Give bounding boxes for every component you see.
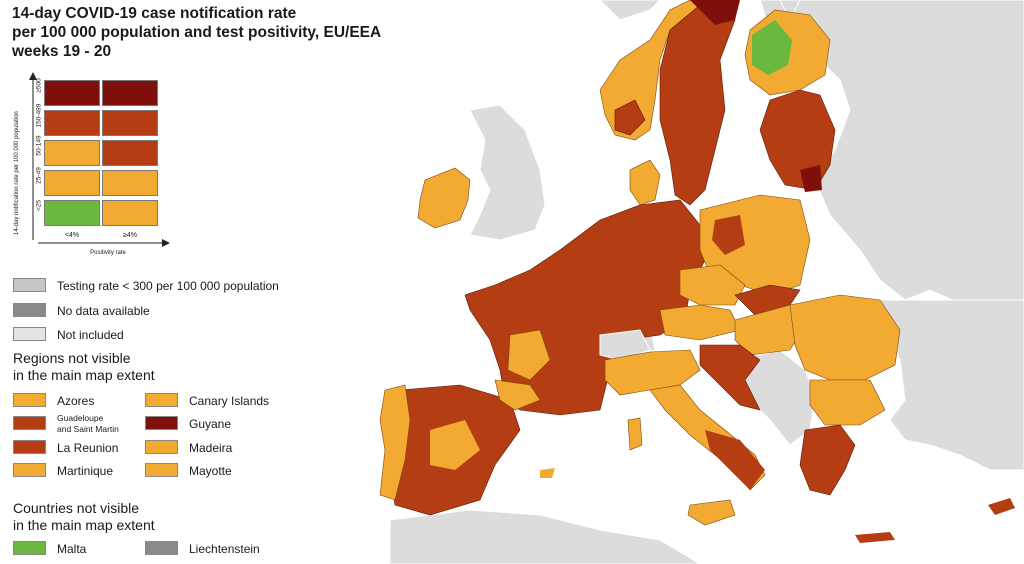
map-title: 14-day COVID-19 case notification rate p…: [12, 4, 432, 61]
matrix-cell: [44, 110, 100, 136]
matrix-cell: [102, 170, 158, 196]
region-crete: [855, 532, 895, 543]
region-label-martinique: Martinique: [57, 464, 114, 478]
region-baltics: [759, 89, 836, 191]
not-included-label: Not included: [57, 328, 124, 342]
region-france-orange: [507, 329, 551, 381]
region-finland-green: [752, 20, 792, 75]
legend-matrix: 14-day notification rate per 100 000 pop…: [10, 72, 180, 268]
regions-header-2: in the main map extent: [13, 367, 155, 383]
region-swatch-guadeloupe: [13, 416, 46, 430]
region-label-guadeloupe-2: and Saint Martin: [57, 424, 119, 434]
testing-rate-label: Testing rate < 300 per 100 000 populatio…: [57, 279, 279, 293]
region-greece: [799, 424, 856, 496]
row-label-3: 25-49: [35, 167, 43, 184]
region-portugal: [379, 384, 411, 501]
region-label-guyane: Guyane: [189, 417, 232, 431]
region-swatch-canary: [145, 393, 178, 407]
no-data-swatch: [13, 303, 46, 317]
region-sardinia: [627, 417, 643, 451]
region-denmark: [629, 159, 661, 206]
region-poland-red: [712, 215, 745, 255]
region-swatch-guyane: [145, 416, 178, 430]
region-sicily: [687, 499, 736, 526]
matrix-cell: [102, 140, 158, 166]
matrix-cell: [44, 170, 100, 196]
region-catalonia: [494, 379, 541, 411]
col-label-1: ≥4%: [123, 232, 137, 239]
region-label-madeira: Madeira: [189, 441, 233, 455]
region-label-canary: Canary Islands: [189, 394, 270, 408]
col-label-0: <4%: [64, 232, 80, 239]
countries-header-2: in the main map extent: [13, 517, 155, 533]
region-italy-south-red: [705, 430, 765, 490]
x-axis-arrow: [38, 239, 170, 247]
region-label-azores: Azores: [57, 394, 95, 408]
region-swatch-mayotte: [145, 463, 178, 477]
country-label-malta: Malta: [57, 542, 87, 556]
row-label-4: <25: [35, 199, 43, 212]
region-spain-orange: [430, 420, 480, 470]
country-swatch-malta: [13, 541, 46, 555]
region-sweden-north: [690, 0, 740, 25]
row-label-2: 50-149: [35, 135, 43, 156]
region-ireland: [417, 167, 471, 229]
region-lithuania-dark: [800, 165, 822, 192]
region-cyprus: [988, 498, 1015, 515]
matrix-cell: [44, 200, 100, 226]
region-norway-red: [614, 99, 646, 136]
matrix-cell: [44, 140, 100, 166]
matrix-y-label: 14-day notification rate per 100 000 pop…: [14, 111, 20, 235]
title-line-1: 14-day COVID-19 case notification rate: [12, 5, 297, 22]
region-label-guadeloupe-1: Guadeloupe: [57, 413, 104, 423]
row-label-1: 150-499: [35, 103, 43, 128]
row-label-0: ≥500: [35, 78, 43, 93]
title-line-3: weeks 19 - 20: [12, 43, 112, 60]
matrix-cell: [102, 80, 158, 106]
matrix-x-label: Positivity rate: [90, 250, 126, 256]
region-swatch-martinique: [13, 463, 46, 477]
region-label-mayotte: Mayotte: [189, 464, 232, 478]
region-slovakia: [734, 284, 801, 316]
testing-rate-swatch: [13, 278, 46, 292]
region-swatch-reunion: [13, 440, 46, 454]
no-data-label: No data available: [57, 304, 150, 318]
matrix-cell: [102, 200, 158, 226]
regions-header-1: Regions not visible: [13, 350, 131, 366]
title-line-2: per 100 000 population and test positivi…: [12, 24, 382, 41]
not-included-swatch: [13, 327, 46, 341]
matrix-cell: [102, 110, 158, 136]
region-bulgaria: [809, 379, 886, 426]
region-swatch-madeira: [145, 440, 178, 454]
y-axis-arrow: [29, 72, 37, 240]
countries-header-1: Countries not visible: [13, 500, 140, 516]
region-romania: [789, 294, 901, 381]
matrix-cell: [44, 80, 100, 106]
region-label-reunion: La Reunion: [57, 441, 119, 455]
country-swatch-liechtenstein: [145, 541, 178, 555]
region-croatia: [699, 344, 761, 411]
region-czech: [679, 264, 746, 306]
region-balearic: [540, 468, 555, 478]
country-label-liechtenstein: Liechtenstein: [189, 542, 260, 556]
region-swatch-azores: [13, 393, 46, 407]
